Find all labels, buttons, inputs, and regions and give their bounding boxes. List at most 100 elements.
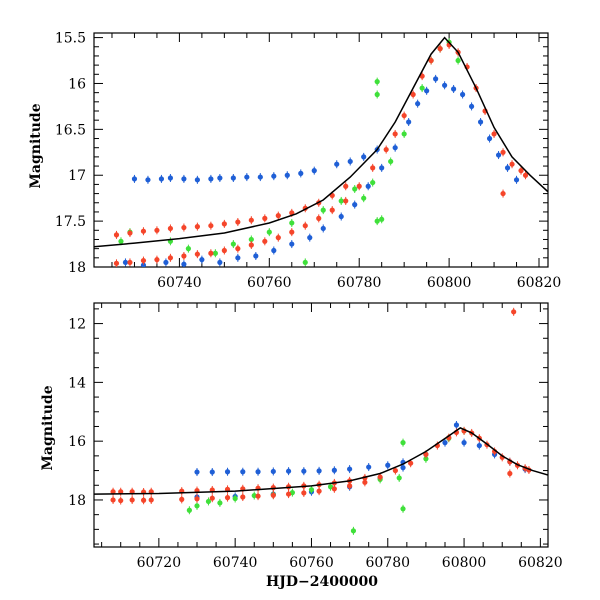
top-y-axis-title: Magnitude: [28, 103, 44, 188]
bottom-x-tick-label: 60780: [365, 555, 410, 571]
top-data-point: [320, 207, 326, 213]
top-data-point: [334, 161, 340, 167]
top-data-point: [491, 131, 497, 137]
bottom-data-point: [362, 479, 368, 485]
bottom-data-point: [118, 489, 124, 495]
bottom-data-layer: [94, 307, 548, 535]
bottom-y-tick-label: 12: [68, 317, 86, 333]
top-data-point: [262, 238, 268, 244]
top-data-point: [406, 119, 412, 125]
bottom-data-point: [350, 528, 357, 534]
top-data-point: [289, 241, 295, 247]
top-data-point: [248, 242, 254, 248]
top-data-point: [383, 146, 389, 153]
top-data-point: [486, 135, 493, 142]
top-y-tick-label: 15.5: [55, 31, 86, 47]
top-data-point: [181, 261, 187, 267]
bottom-data-point: [316, 488, 322, 494]
top-data-point: [217, 259, 223, 266]
bottom-data-point: [186, 507, 192, 513]
bottom-data-point: [392, 467, 398, 474]
top-data-point: [122, 259, 129, 266]
bottom-x-tick-label: 60720: [137, 555, 182, 571]
top-data-point: [343, 183, 349, 189]
top-data-point: [388, 158, 394, 165]
bottom-x-tick-label: 60800: [442, 555, 487, 571]
top-data-point: [208, 176, 214, 182]
bottom-model-curve: [94, 427, 548, 495]
bottom-data-point: [385, 462, 391, 468]
bottom-data-point: [217, 500, 223, 506]
bottom-data-point: [476, 442, 482, 449]
top-data-point: [235, 219, 241, 225]
top-y-tick-label: 16.5: [55, 122, 86, 138]
top-data-point: [513, 177, 520, 183]
bottom-plot-frame: [93, 302, 549, 548]
bottom-data-point: [240, 469, 246, 475]
top-data-point: [248, 217, 254, 223]
top-data-point: [419, 85, 425, 91]
top-data-point: [437, 46, 443, 52]
top-data-point: [352, 202, 358, 208]
bottom-data-point: [255, 493, 261, 499]
top-data-point: [410, 91, 416, 98]
top-data-point: [262, 215, 268, 221]
top-data-point: [401, 112, 407, 119]
top-data-point: [221, 221, 227, 227]
bottom-data-point: [285, 468, 292, 474]
top-data-point: [127, 230, 133, 236]
top-data-layer: [94, 36, 548, 267]
top-data-point: [230, 175, 236, 181]
top-data-point: [127, 259, 133, 266]
top-data-point: [199, 257, 205, 263]
bottom-data-point: [270, 485, 276, 491]
top-data-point: [181, 224, 187, 231]
bottom-data-point: [118, 497, 124, 504]
bottom-data-point: [396, 475, 402, 481]
top-y-tick-label: 17: [68, 168, 86, 184]
top-data-point: [361, 195, 367, 201]
top-data-point: [495, 152, 502, 158]
top-series-0: [122, 74, 520, 267]
bottom-data-point: [327, 484, 334, 490]
top-y-tick-label: 16: [68, 76, 86, 92]
top-data-point: [140, 257, 147, 264]
bottom-data-point: [194, 496, 200, 502]
top-data-point: [500, 149, 506, 155]
top-data-point: [370, 165, 376, 171]
bottom-y-tick-label: 14: [68, 375, 86, 391]
bottom-data-point: [400, 506, 406, 512]
bottom-data-point: [347, 466, 353, 472]
top-data-point: [113, 260, 120, 266]
x-axis-title: HJD−2400000: [266, 574, 378, 590]
top-model-curve: [94, 36, 548, 248]
bottom-data-point: [179, 496, 185, 502]
top-data-point: [217, 175, 223, 181]
bottom-data-point: [224, 495, 231, 501]
top-data-point: [230, 241, 236, 247]
top-data-point: [343, 198, 349, 204]
top-data-point: [181, 253, 187, 259]
top-data-point: [433, 76, 439, 82]
top-x-tick-label: 60780: [337, 275, 382, 291]
bottom-data-point: [442, 440, 448, 446]
bottom-data-point: [232, 495, 238, 502]
bottom-data-point: [140, 497, 147, 503]
top-data-point: [320, 225, 326, 232]
top-data-point: [302, 259, 308, 266]
bottom-data-point: [511, 309, 517, 315]
top-data-point: [253, 253, 259, 259]
top-data-point: [208, 250, 214, 256]
bottom-data-point: [194, 469, 200, 475]
bottom-data-point: [270, 468, 276, 475]
bottom-data-point: [205, 498, 212, 505]
top-data-point: [500, 190, 506, 197]
top-data-point: [401, 131, 407, 137]
top-series-2: [113, 40, 529, 267]
top-data-point: [374, 91, 380, 98]
top-data-point: [275, 213, 281, 219]
bottom-data-point: [285, 491, 292, 497]
bottom-data-point: [316, 468, 322, 474]
top-data-point: [140, 228, 147, 234]
top-data-point: [504, 165, 511, 171]
